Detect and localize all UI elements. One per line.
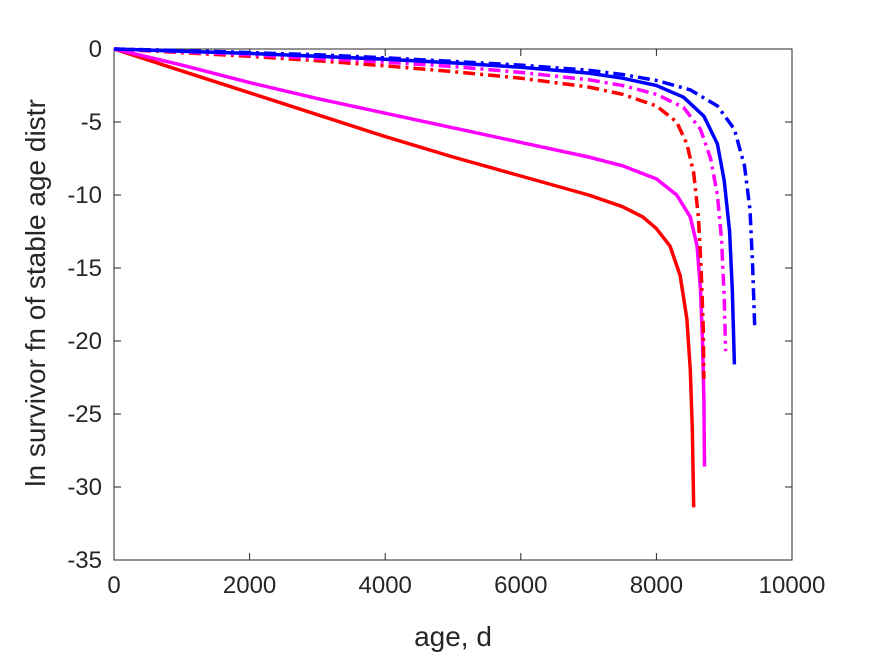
x-tick-label: 10000: [759, 572, 826, 599]
y-tick-label: -15: [67, 255, 102, 282]
y-tick-labels: 0 -5 -10 -15 -20 -25 -30 -35: [67, 36, 102, 574]
x-tick-label: 8000: [630, 572, 683, 599]
x-tick-label: 6000: [494, 572, 547, 599]
y-tick-label: -10: [67, 182, 102, 209]
x-tick-label: 4000: [359, 572, 412, 599]
series-line-3: [113, 47, 706, 380]
y-tick-label: -35: [67, 547, 102, 574]
y-axis-label: ln survivor fn of stable age distr: [20, 99, 51, 487]
series-layer: [113, 47, 757, 508]
x-tick-label: 0: [107, 572, 120, 599]
y-tick-label: -25: [67, 401, 102, 428]
plot-area: [113, 48, 793, 561]
y-tick-label: -30: [67, 474, 102, 501]
x-tick-label: 2000: [223, 572, 276, 599]
series-line-6: [113, 47, 757, 327]
x-axis-label: age, d: [414, 621, 492, 652]
x-tick-labels: 0 2000 4000 6000 8000 10000: [107, 572, 825, 599]
series-line-4: [113, 47, 728, 352]
series-line-1: [113, 47, 696, 508]
y-tick-label: 0: [89, 36, 102, 63]
y-tick-label: -5: [81, 109, 102, 136]
y-tick-label: -20: [67, 328, 102, 355]
